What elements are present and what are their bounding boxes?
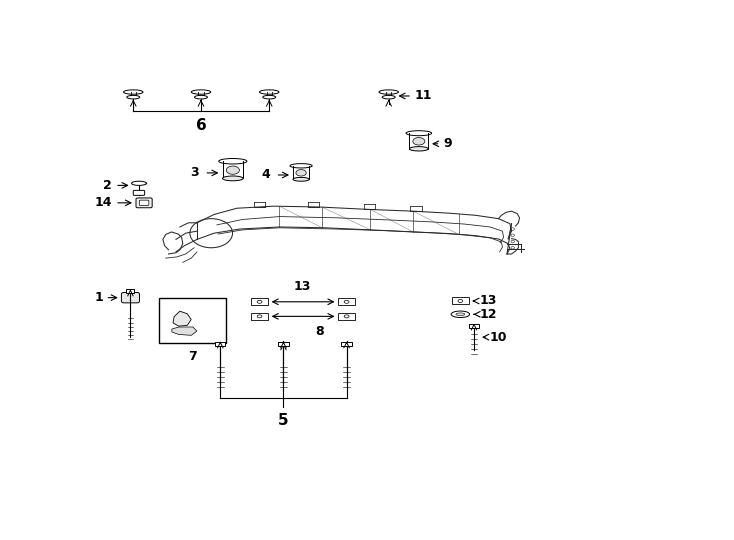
Text: 12: 12 <box>480 308 497 321</box>
Bar <box>338 298 355 305</box>
Bar <box>251 313 268 320</box>
Bar <box>338 313 355 320</box>
Ellipse shape <box>222 176 243 181</box>
Ellipse shape <box>382 96 395 99</box>
Ellipse shape <box>379 90 399 94</box>
Bar <box>126 289 134 294</box>
Ellipse shape <box>195 96 208 99</box>
Ellipse shape <box>290 164 312 168</box>
Text: 5: 5 <box>278 413 288 428</box>
Ellipse shape <box>511 240 515 243</box>
Text: 6: 6 <box>195 118 206 133</box>
Ellipse shape <box>263 96 276 99</box>
Ellipse shape <box>451 311 470 318</box>
Bar <box>215 342 225 346</box>
Ellipse shape <box>131 181 146 185</box>
Text: 13: 13 <box>294 280 311 294</box>
Ellipse shape <box>458 300 462 302</box>
Bar <box>251 298 268 305</box>
Ellipse shape <box>219 159 247 164</box>
Ellipse shape <box>511 246 515 249</box>
Ellipse shape <box>413 138 425 145</box>
Ellipse shape <box>406 131 432 136</box>
Ellipse shape <box>344 315 349 318</box>
Ellipse shape <box>293 178 309 181</box>
Ellipse shape <box>296 170 306 176</box>
Text: 3: 3 <box>190 166 199 179</box>
FancyBboxPatch shape <box>139 200 149 206</box>
Ellipse shape <box>456 313 465 316</box>
Bar <box>341 342 352 346</box>
Ellipse shape <box>257 315 262 318</box>
FancyBboxPatch shape <box>134 191 145 195</box>
Ellipse shape <box>344 300 349 303</box>
Polygon shape <box>173 311 192 326</box>
Text: 7: 7 <box>188 349 197 363</box>
Ellipse shape <box>260 90 279 94</box>
Text: 11: 11 <box>415 90 432 103</box>
Ellipse shape <box>257 300 262 303</box>
FancyBboxPatch shape <box>136 198 152 208</box>
Text: 14: 14 <box>95 197 112 210</box>
Bar <box>469 324 479 328</box>
Text: 9: 9 <box>443 137 452 150</box>
Ellipse shape <box>192 90 211 94</box>
Ellipse shape <box>123 90 143 94</box>
Text: 13: 13 <box>480 294 497 307</box>
Bar <box>278 342 288 346</box>
FancyBboxPatch shape <box>121 293 139 303</box>
Ellipse shape <box>511 228 515 230</box>
Text: 8: 8 <box>315 325 324 338</box>
Text: 4: 4 <box>261 168 270 181</box>
Bar <box>452 298 468 305</box>
Bar <box>159 299 226 343</box>
Ellipse shape <box>410 146 428 151</box>
Polygon shape <box>172 327 197 335</box>
Text: 10: 10 <box>490 330 507 343</box>
Ellipse shape <box>127 96 139 99</box>
Text: 2: 2 <box>103 179 112 192</box>
Text: 1: 1 <box>95 291 103 304</box>
Ellipse shape <box>511 234 515 237</box>
Ellipse shape <box>226 166 239 174</box>
